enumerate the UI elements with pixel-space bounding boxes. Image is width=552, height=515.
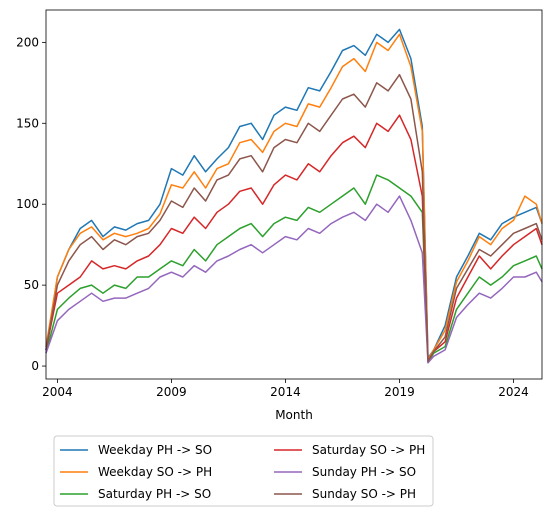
- legend-label: Weekday PH -> SO: [98, 443, 212, 457]
- y-tick-label: 150: [16, 116, 39, 130]
- x-axis-ticks: 2004 2009 2014 2019 2024: [42, 379, 529, 399]
- y-tick-label: 50: [24, 278, 39, 292]
- legend-label: Saturday PH -> SO: [98, 487, 211, 501]
- legend-box: [53, 435, 434, 507]
- x-tick-label: 2014: [270, 385, 301, 399]
- series-line-1: [45, 28, 543, 359]
- y-axis-ticks: 0 50 100 150 200: [16, 35, 46, 373]
- series-line-3: [45, 174, 543, 364]
- x-tick-label: 2024: [498, 385, 529, 399]
- y-tick-label: 100: [16, 197, 39, 211]
- series-line-2: [45, 33, 543, 361]
- plot-frame: [45, 9, 543, 380]
- series-line-4: [45, 114, 543, 362]
- series-line-5: [45, 195, 543, 364]
- legend-label: Saturday SO -> PH: [312, 443, 425, 457]
- x-axis-label: Month: [275, 408, 313, 422]
- series-lines: [45, 28, 543, 364]
- x-tick-label: 2004: [42, 385, 73, 399]
- y-tick-label: 0: [31, 359, 39, 373]
- legend: Weekday PH -> SO Weekday SO -> PH Saturday…: [53, 435, 434, 507]
- x-tick-label: 2019: [384, 385, 415, 399]
- legend-label: Sunday SO -> PH: [312, 487, 416, 501]
- x-tick-label: 2009: [156, 385, 187, 399]
- y-tick-label: 200: [16, 35, 39, 49]
- legend-label: Weekday SO -> PH: [98, 465, 212, 479]
- series-line-6: [45, 73, 543, 362]
- legend-label: Sunday PH -> SO: [312, 465, 416, 479]
